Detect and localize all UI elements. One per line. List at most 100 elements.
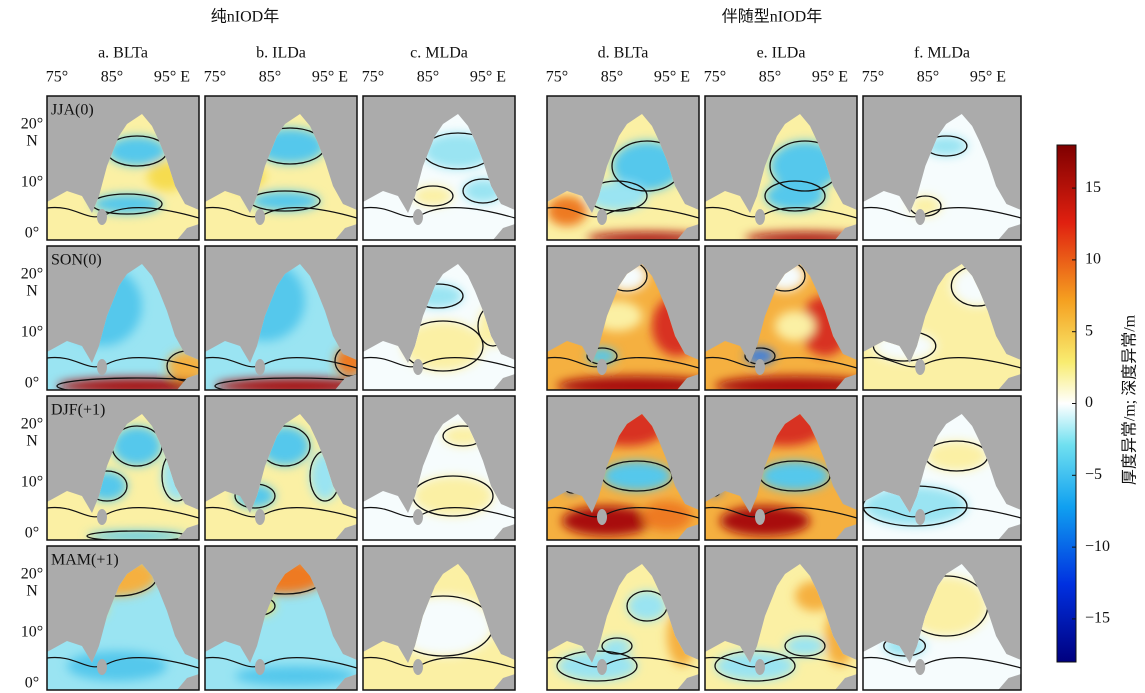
map-panel	[547, 396, 699, 540]
panel-title: a. BLTa	[98, 45, 148, 62]
x-tick-label: 95° E	[154, 69, 190, 86]
x-tick-label: 75°	[46, 69, 68, 86]
x-tick-label: 85°	[601, 69, 623, 86]
y-tick-label: N	[26, 583, 38, 600]
anomaly-blob	[720, 506, 810, 536]
y-tick-label: 0°	[25, 675, 39, 692]
map-panel: SON(0)	[47, 246, 217, 394]
map-panel: DJF(+1)	[47, 396, 199, 541]
y-tick-label: 0°	[25, 375, 39, 392]
sri-lanka	[255, 509, 265, 525]
x-tick-label: 85°	[417, 69, 439, 86]
sri-lanka	[915, 359, 925, 375]
x-tick-label: 85°	[259, 69, 281, 86]
row-label: DJF(+1)	[51, 402, 105, 419]
y-tick-label: 0°	[25, 525, 39, 542]
map-panel	[705, 396, 857, 540]
panel-title: f. MLDa	[914, 45, 970, 62]
panel-title: b. ILDa	[256, 45, 306, 62]
sri-lanka	[755, 659, 765, 675]
y-tick-label: 10°	[21, 324, 43, 341]
colorbar-tick-label: −15	[1085, 610, 1110, 627]
y-tick-label: 10°	[21, 624, 43, 641]
colorbar-tick-label: 5	[1085, 322, 1093, 339]
y-tick-label: 0°	[25, 225, 39, 242]
row-label: JJA(0)	[51, 102, 94, 119]
map-panel	[547, 546, 699, 690]
anomaly-blob	[67, 651, 167, 681]
panel-title: d. BLTa	[598, 45, 649, 62]
y-tick-label: 20°	[21, 566, 43, 583]
x-tick-label: 95° E	[312, 69, 348, 86]
sri-lanka	[255, 359, 265, 375]
map-panel: MAM(+1)	[47, 546, 199, 690]
sri-lanka	[413, 509, 423, 525]
colorbar-label: 厚度异常/m; 深度异常/m	[1121, 314, 1139, 485]
map-panel	[863, 546, 1021, 690]
x-tick-label: 75°	[862, 69, 884, 86]
panel-title: e. ILDa	[757, 45, 806, 62]
x-tick-label: 85°	[101, 69, 123, 86]
map-panel	[363, 96, 515, 240]
colorbar-tick-label: −5	[1085, 466, 1102, 483]
colorbar-tick-label: 15	[1085, 179, 1101, 196]
sri-lanka	[755, 359, 765, 375]
panel-title: c. MLDa	[410, 45, 468, 62]
sri-lanka	[755, 509, 765, 525]
x-tick-label: 95° E	[812, 69, 848, 86]
x-tick-label: 95° E	[654, 69, 690, 86]
anomaly-blob	[235, 666, 355, 686]
sri-lanka	[915, 509, 925, 525]
sri-lanka	[413, 659, 423, 675]
sri-lanka	[97, 209, 107, 225]
sri-lanka	[97, 509, 107, 525]
map-panel	[863, 246, 1021, 390]
map-panel	[363, 546, 515, 690]
sri-lanka	[413, 209, 423, 225]
sri-lanka	[97, 359, 107, 375]
figure: 纯nIOD年 伴随型nIOD年 a. BLTa 75° 85° 95° E b. ILD…	[0, 0, 1145, 693]
anomaly-blob	[642, 501, 692, 531]
map-panel	[547, 246, 717, 396]
sri-lanka	[915, 659, 925, 675]
group-title: 伴随型nIOD年	[722, 8, 822, 26]
map-panel	[863, 96, 1021, 240]
anomaly-blob	[775, 311, 815, 341]
row-label: MAM(+1)	[51, 552, 119, 569]
sri-lanka	[755, 209, 765, 225]
x-tick-label: 95° E	[970, 69, 1006, 86]
sri-lanka	[597, 659, 607, 675]
colorbar-tick-label: 0	[1085, 394, 1093, 411]
anomaly-blob	[562, 506, 652, 536]
map-panel	[705, 96, 865, 244]
sri-lanka	[255, 209, 265, 225]
map-panel	[205, 396, 357, 540]
y-tick-label: 20°	[21, 116, 43, 133]
y-tick-label: 20°	[21, 266, 43, 283]
map-panel	[547, 96, 707, 244]
group-title: 纯nIOD年	[211, 8, 279, 26]
map-panel	[363, 396, 515, 540]
y-tick-label: 20°	[21, 416, 43, 433]
map-panel: JJA(0)	[47, 96, 199, 240]
sri-lanka	[413, 359, 423, 375]
map-panel	[363, 246, 515, 390]
map-panel	[705, 246, 875, 396]
y-tick-label: N	[26, 283, 38, 300]
y-tick-label: N	[26, 133, 38, 150]
map-panel	[205, 546, 357, 690]
anomaly-blob	[547, 196, 587, 226]
x-tick-label: 95° E	[470, 69, 506, 86]
sri-lanka	[97, 659, 107, 675]
map-panel	[863, 396, 1021, 540]
row-label: SON(0)	[51, 252, 102, 269]
colorbar-tick-label: −10	[1085, 538, 1110, 555]
x-tick-label: 85°	[759, 69, 781, 86]
x-tick-label: 75°	[362, 69, 384, 86]
map-panel	[205, 246, 375, 394]
sri-lanka	[597, 509, 607, 525]
x-tick-label: 75°	[204, 69, 226, 86]
map-panel	[205, 96, 357, 240]
y-tick-label: 10°	[21, 474, 43, 491]
x-tick-label: 85°	[917, 69, 939, 86]
